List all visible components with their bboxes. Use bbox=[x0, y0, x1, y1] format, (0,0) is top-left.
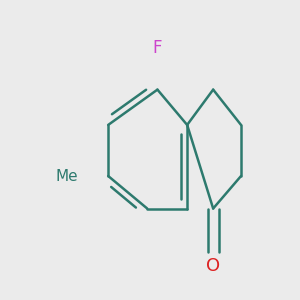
Text: Me: Me bbox=[55, 169, 78, 184]
Text: F: F bbox=[153, 39, 162, 57]
Text: O: O bbox=[206, 257, 220, 275]
